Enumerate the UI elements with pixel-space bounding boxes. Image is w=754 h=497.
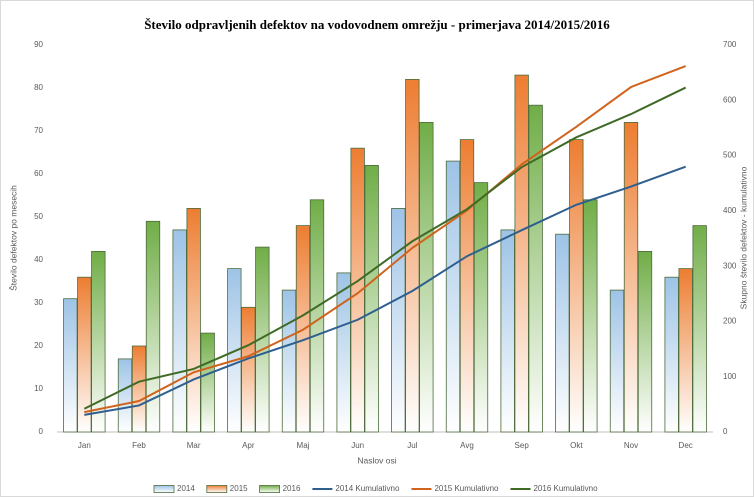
y-tick-label: 70 — [34, 126, 43, 135]
bar — [200, 332, 215, 433]
bar — [405, 79, 420, 433]
y-tick-label: 50 — [34, 212, 43, 221]
y-tick-label: 80 — [34, 83, 43, 92]
bar — [623, 122, 639, 433]
y-tick-label: 0 — [39, 427, 44, 436]
bar — [172, 229, 187, 433]
bar — [445, 160, 461, 433]
legend-swatch — [153, 485, 175, 493]
y2-tick-label: 0 — [723, 427, 728, 436]
bar — [391, 207, 406, 433]
y2-axis-title: Skupno število defektov - kumulativno — [738, 166, 748, 309]
bar — [678, 268, 693, 433]
x-tick-label: Avg — [460, 441, 474, 450]
y-tick-label: 20 — [34, 341, 43, 350]
x-tick-label: Jan — [78, 441, 91, 450]
bar — [473, 182, 489, 433]
x-tick-label: Nov — [624, 441, 638, 450]
x-tick-label: Jul — [407, 441, 417, 450]
bar — [569, 139, 584, 433]
y-axis-title: Število defektov po mesecih — [8, 185, 18, 291]
y-tick-label: 10 — [34, 384, 43, 393]
x-tick-label: Mar — [187, 441, 201, 450]
legend-label: 2016 Kumulativno — [533, 484, 598, 493]
chart-title: Število odpravljenih defektov na vodovod… — [144, 17, 610, 32]
y2-tick-label: 100 — [723, 372, 737, 381]
x-tick-label: Maj — [297, 441, 310, 450]
line — [83, 86, 687, 410]
bar — [459, 139, 475, 433]
bar — [609, 289, 625, 433]
bar — [63, 298, 78, 433]
y-tick-label: 40 — [34, 255, 43, 264]
x-tick-label: Apr — [242, 441, 255, 450]
legend-label: 2015 Kumulativno — [434, 484, 499, 493]
line — [84, 65, 687, 414]
y2-tick-label: 200 — [723, 317, 737, 326]
bar — [131, 345, 147, 433]
x-tick-label: Jun — [351, 441, 364, 450]
y2-tick-label: 300 — [723, 261, 737, 270]
bar — [255, 246, 270, 433]
bar — [692, 225, 707, 433]
bar — [309, 199, 325, 433]
legend-label: 2015 — [230, 484, 248, 493]
bar — [117, 358, 133, 433]
y-tick-label: 60 — [34, 169, 43, 178]
legend-swatch — [259, 485, 280, 493]
bar — [583, 199, 598, 433]
bar — [664, 276, 679, 433]
bar — [91, 250, 106, 433]
bar — [241, 306, 256, 433]
bar — [419, 122, 434, 433]
y-tick-label: 30 — [34, 298, 43, 307]
bar — [281, 289, 297, 433]
x-axis-title: Naslov osi — [357, 455, 396, 465]
legend-label: 2014 Kumulativno — [335, 484, 400, 493]
bar — [364, 164, 379, 433]
bar — [186, 207, 201, 433]
y2-tick-label: 600 — [723, 95, 737, 104]
y-tick-label: 90 — [34, 40, 43, 49]
line — [84, 165, 687, 416]
y2-tick-label: 500 — [723, 151, 737, 160]
y2-tick-label: 700 — [723, 40, 737, 49]
x-tick-label: Feb — [132, 441, 146, 450]
x-tick-label: Okt — [570, 441, 583, 450]
legend-swatch — [206, 485, 228, 493]
bar — [555, 233, 570, 433]
bar — [500, 229, 515, 433]
legend-label: 2016 — [283, 484, 301, 493]
x-tick-label: Sep — [515, 441, 530, 450]
x-tick-label: Dec — [679, 441, 693, 450]
bar — [637, 250, 653, 433]
bar — [336, 272, 351, 433]
y2-tick-label: 400 — [723, 206, 737, 215]
bar — [514, 74, 529, 433]
bar — [77, 276, 92, 433]
bar — [350, 147, 365, 433]
legend-label: 2014 — [177, 484, 195, 493]
bar — [528, 104, 543, 433]
